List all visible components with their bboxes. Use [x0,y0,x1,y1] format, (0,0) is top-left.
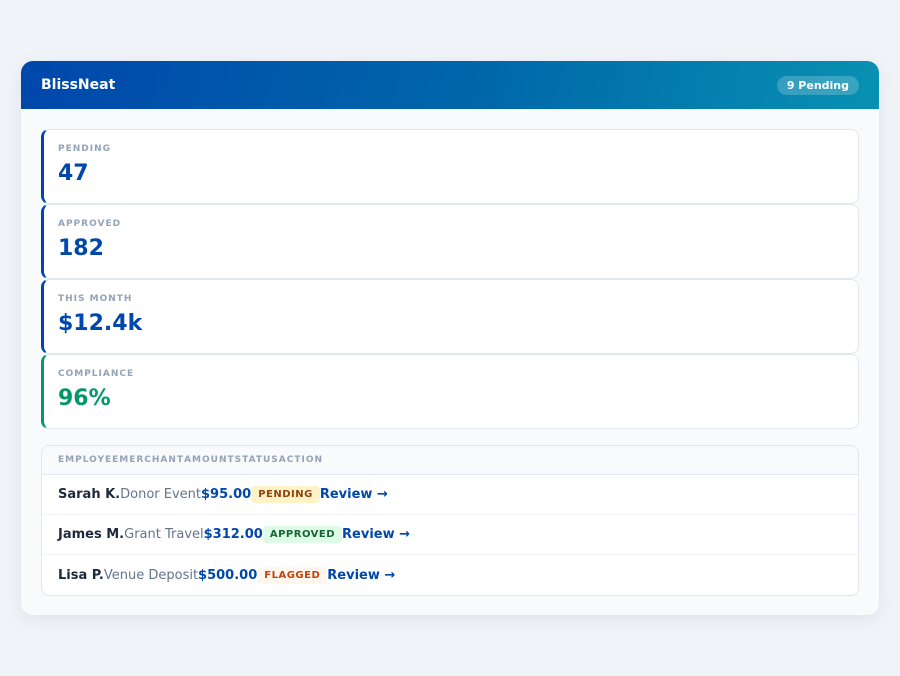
column-header-amount: AMOUNT [184,455,235,465]
stat-label: COMPLIANCE [58,369,135,379]
app-card: BlissNeat 9 Pending PENDING 47 APPROVED … [21,61,879,615]
table-row: Lisa P. Venue Deposit $500.00 FLAGGED Re… [42,555,858,595]
merchant: Venue Deposit [103,567,199,583]
review-link[interactable]: Review → [319,487,388,502]
employee-name: Lisa P. [58,567,104,583]
column-header-employee: EMPLOYEE [58,455,120,465]
stat-value: 182 [58,236,104,261]
stat-card-this-month: THIS MONTH $12.4k [41,279,859,354]
employee-name: Sarah K. [58,487,121,502]
stat-card-approved: APPROVED 182 [41,204,859,279]
amount: $500.00 [198,567,258,583]
stat-label: THIS MONTH [58,294,133,304]
app-title: BlissNeat [41,77,116,93]
stat-card-compliance: COMPLIANCE 96% [41,354,859,429]
column-header-merchant: MERCHANT [119,455,185,465]
app-header: BlissNeat 9 Pending [21,61,879,109]
stat-label: APPROVED [58,219,122,229]
stat-value: 47 [58,161,89,186]
stat-value: 96% [58,386,111,411]
table-row: James M. Grant Travel $312.00 APPROVED R… [42,515,858,555]
amount: $312.00 [203,527,263,542]
stat-label: PENDING [58,144,112,154]
review-link[interactable]: Review → [342,527,411,542]
amount: $95.00 [201,487,252,502]
status-badge: FLAGGED [257,566,328,584]
review-link[interactable]: Review → [327,567,396,583]
pending-count-badge: 9 Pending [776,75,859,95]
expenses-table: EMPLOYEE MERCHANT AMOUNT STATUS ACTION S… [41,445,859,596]
status-badge: APPROVED [262,526,343,543]
merchant: Donor Event [120,487,202,502]
table-row: Sarah K. Donor Event $95.00 PENDING Revi… [42,475,858,515]
column-header-action: ACTION [278,455,324,465]
status-badge: PENDING [251,486,320,503]
stat-card-pending: PENDING 47 [41,129,859,204]
stat-value: $12.4k [58,311,143,336]
table-header: EMPLOYEE MERCHANT AMOUNT STATUS ACTION [42,446,858,475]
employee-name: James M. [58,527,125,542]
column-header-status: STATUS [234,455,279,465]
merchant: Grant Travel [124,527,204,542]
